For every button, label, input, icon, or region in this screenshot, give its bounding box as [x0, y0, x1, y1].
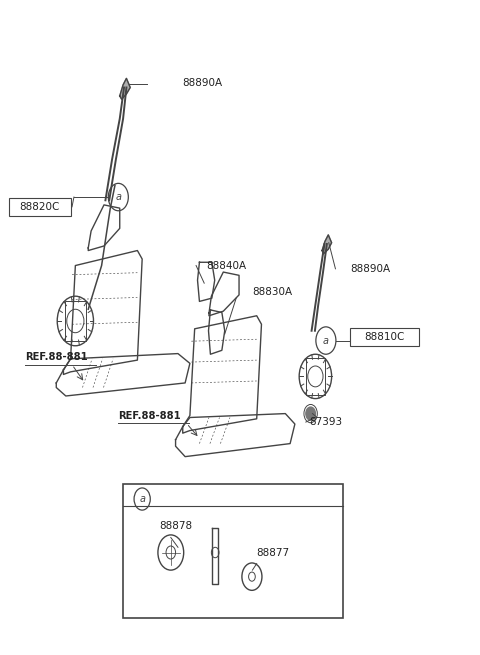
- Bar: [9, 198, 71, 216]
- Text: 88890A: 88890A: [350, 264, 390, 274]
- Text: 88890A: 88890A: [183, 78, 223, 88]
- Bar: [350, 328, 419, 346]
- Text: 88830A: 88830A: [252, 287, 292, 297]
- Text: 88840A: 88840A: [206, 261, 247, 271]
- Text: 88878: 88878: [159, 521, 192, 531]
- Polygon shape: [120, 79, 130, 99]
- Text: a: a: [139, 494, 145, 504]
- Text: 88820C: 88820C: [19, 202, 60, 212]
- Text: 88810C: 88810C: [364, 332, 405, 343]
- Bar: [123, 484, 343, 618]
- Text: a: a: [323, 335, 329, 346]
- Bar: [65, 301, 86, 341]
- Text: 88877: 88877: [257, 548, 290, 557]
- Text: REF.88-881: REF.88-881: [118, 411, 181, 421]
- Polygon shape: [322, 235, 332, 253]
- Text: a: a: [115, 192, 121, 202]
- Bar: [306, 358, 325, 395]
- Text: REF.88-881: REF.88-881: [25, 352, 88, 362]
- Text: 87393: 87393: [309, 417, 342, 427]
- Circle shape: [306, 407, 315, 420]
